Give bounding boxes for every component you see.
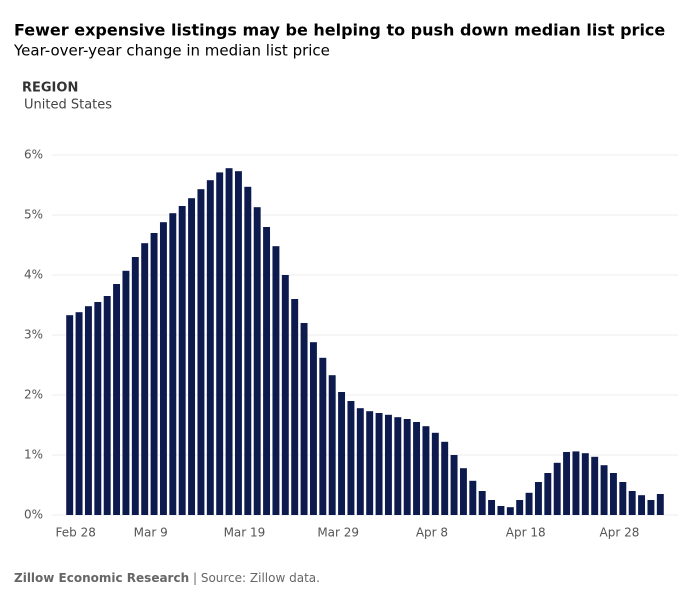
bar xyxy=(206,180,214,515)
bar xyxy=(431,432,439,515)
bar xyxy=(656,494,664,515)
bar xyxy=(459,468,467,515)
bar xyxy=(525,492,533,515)
bar xyxy=(478,491,486,515)
bar xyxy=(356,408,364,515)
y-tick-label: 5% xyxy=(24,208,43,222)
bar xyxy=(66,315,74,515)
bar xyxy=(469,480,477,515)
bar xyxy=(375,413,383,515)
bar xyxy=(75,312,83,515)
bar xyxy=(113,284,121,515)
x-tick-label: Apr 8 xyxy=(416,526,448,540)
source-bold: Zillow Economic Research xyxy=(14,571,189,585)
bar xyxy=(338,392,346,515)
bar xyxy=(150,233,158,515)
bar xyxy=(534,482,542,515)
bar xyxy=(506,507,514,515)
bar xyxy=(141,243,149,515)
bar xyxy=(178,206,186,515)
source-rest: | Source: Zillow data. xyxy=(193,571,320,585)
bar xyxy=(188,198,196,515)
x-tick-label: Apr 18 xyxy=(506,526,546,540)
x-tick-label: Feb 28 xyxy=(56,526,96,540)
bar xyxy=(84,306,92,515)
bar xyxy=(300,323,308,515)
bar xyxy=(572,451,580,515)
bar xyxy=(281,275,289,515)
bar xyxy=(413,422,421,515)
bar xyxy=(619,482,627,515)
bar xyxy=(647,500,655,515)
bar xyxy=(253,207,261,515)
bar xyxy=(263,227,271,515)
bar xyxy=(309,342,317,515)
bar xyxy=(591,456,599,515)
bar xyxy=(497,506,505,515)
bar xyxy=(225,168,233,515)
chart-title: Fewer expensive listings may be helping … xyxy=(14,21,665,40)
bar xyxy=(563,452,571,515)
y-tick-label: 4% xyxy=(24,268,43,282)
bar xyxy=(516,500,524,515)
bar xyxy=(403,419,411,515)
bar xyxy=(94,302,102,515)
y-tick-label: 6% xyxy=(24,148,43,162)
bar xyxy=(394,417,402,515)
bar xyxy=(272,246,280,515)
bar xyxy=(628,491,636,515)
bar xyxy=(216,172,224,515)
bar xyxy=(169,213,177,515)
bar xyxy=(159,222,167,515)
chart-subtitle: Year-over-year change in median list pri… xyxy=(13,42,330,60)
x-tick-label: Apr 28 xyxy=(600,526,640,540)
bar xyxy=(384,414,392,515)
filter-label: REGION xyxy=(22,81,78,96)
x-tick-label: Mar 19 xyxy=(224,526,266,540)
source: Zillow Economic Research | Source: Zillo… xyxy=(14,571,320,585)
bar xyxy=(244,186,252,516)
bar xyxy=(197,189,205,515)
y-tick-label: 3% xyxy=(24,328,43,342)
bar xyxy=(234,171,242,515)
bar xyxy=(600,465,608,515)
y-tick-label: 1% xyxy=(24,448,43,462)
x-tick-label: Mar 29 xyxy=(317,526,359,540)
bar xyxy=(319,357,327,515)
bar xyxy=(581,453,589,515)
bar xyxy=(450,455,458,515)
bar xyxy=(441,441,449,515)
bar xyxy=(347,401,355,515)
bar xyxy=(328,375,336,515)
bar xyxy=(122,270,130,515)
bar xyxy=(488,500,496,515)
filter-value: United States xyxy=(24,98,112,113)
x-tick-label: Mar 9 xyxy=(134,526,168,540)
bar xyxy=(103,296,111,515)
y-tick-label: 0% xyxy=(24,508,43,522)
bar xyxy=(638,495,646,515)
bar xyxy=(422,426,430,515)
bar xyxy=(544,473,552,515)
bar xyxy=(366,411,374,515)
y-tick-label: 2% xyxy=(24,388,43,402)
bar xyxy=(609,473,617,515)
bar xyxy=(291,299,299,515)
bar xyxy=(131,257,139,515)
bar xyxy=(553,462,561,515)
